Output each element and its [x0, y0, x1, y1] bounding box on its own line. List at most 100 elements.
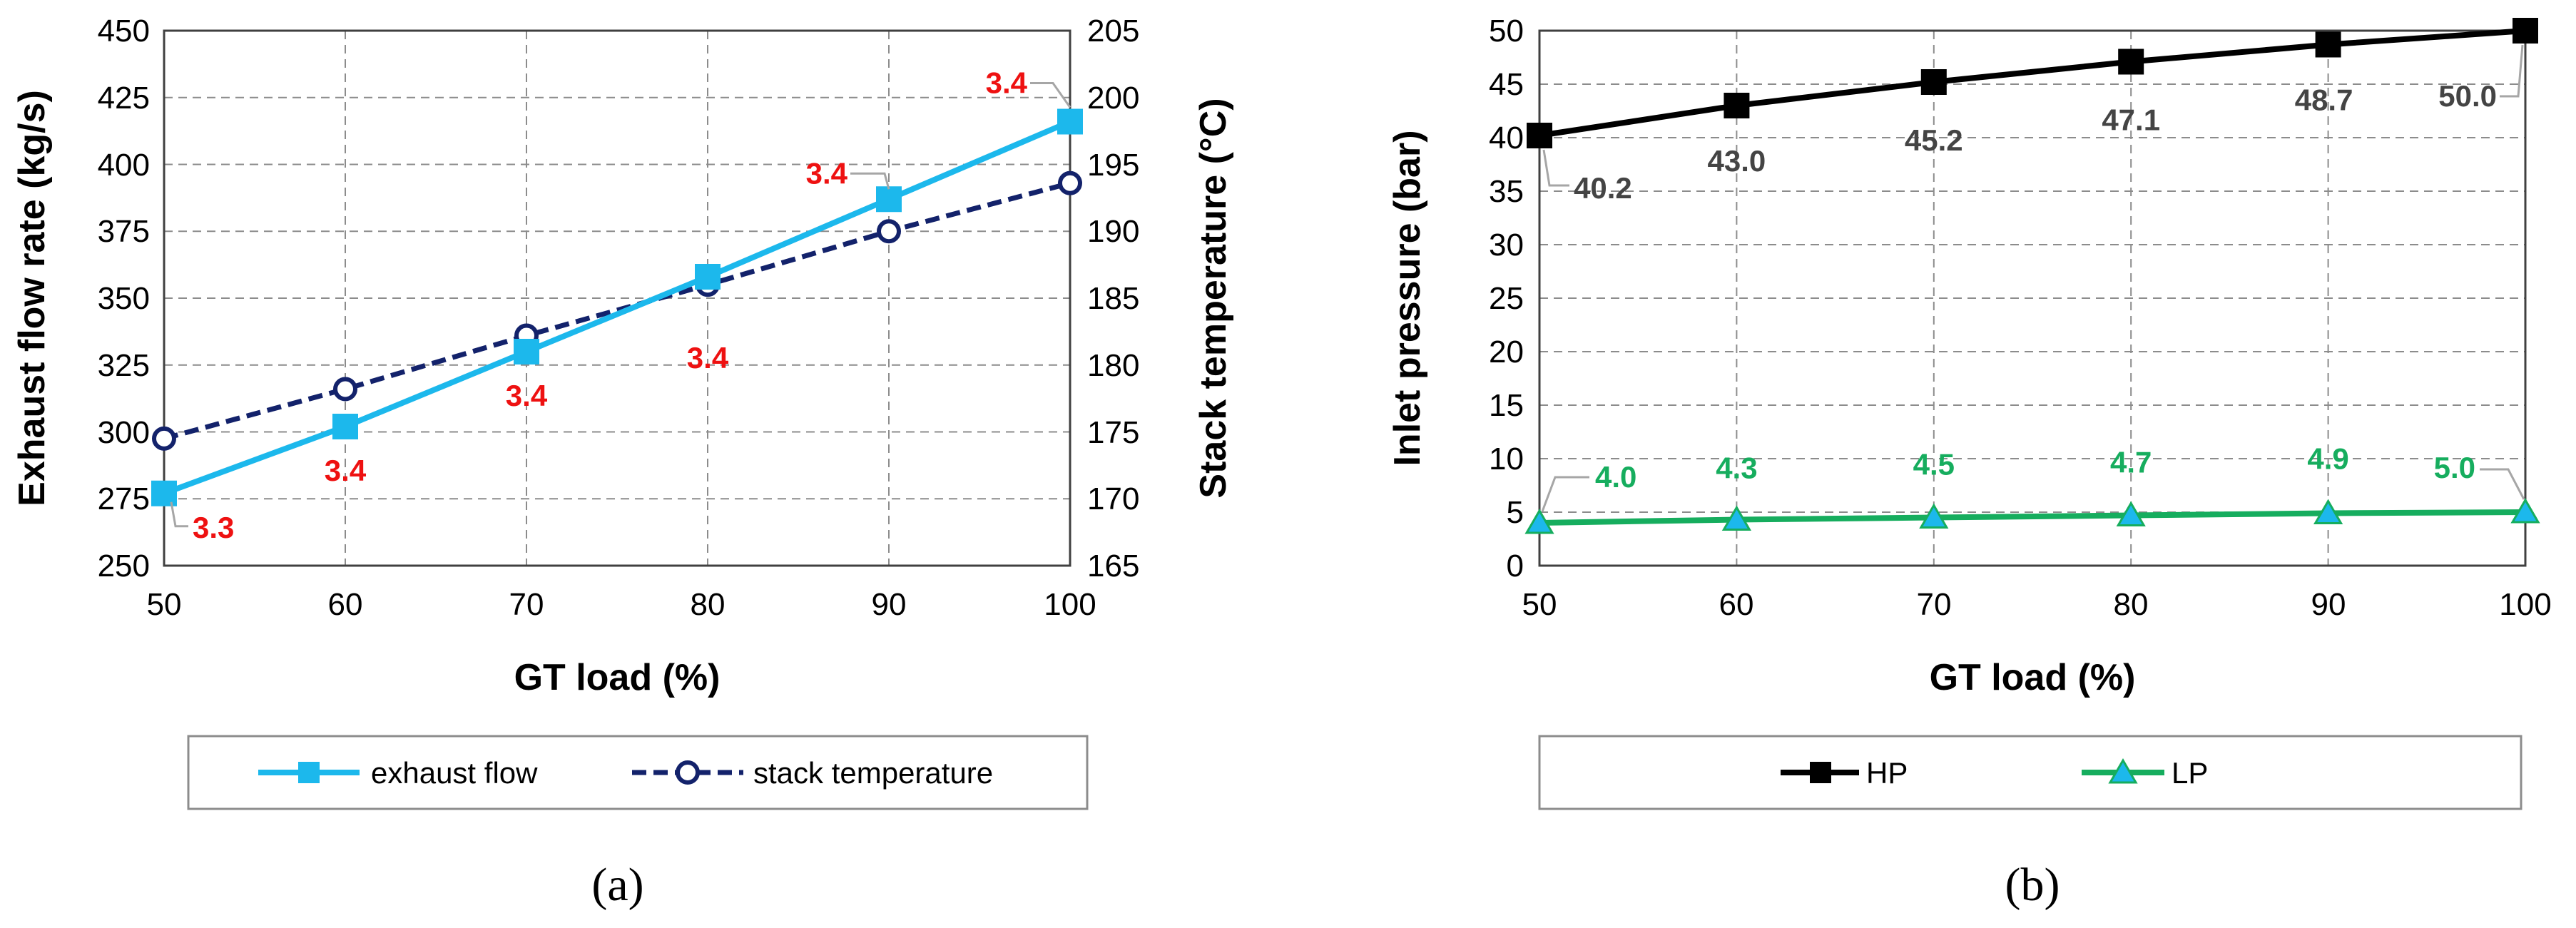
legend-marker-lp: [2108, 758, 2138, 784]
exhaust-flow-label-leader: [1030, 82, 1071, 108]
a-y-tick: 300: [98, 415, 150, 450]
lp-point: [1524, 509, 1554, 534]
hp-point: [2315, 31, 2341, 58]
lp-data-label: 4.7: [2110, 446, 2152, 479]
lp-data-label: 4.3: [1716, 452, 1757, 485]
a-y-tick: 450: [98, 14, 150, 49]
legend-label-hp: HP: [1866, 756, 1908, 790]
a-y-tick: 425: [98, 81, 150, 116]
legend-label-exhaust-flow: exhaust flow: [371, 756, 538, 790]
chart-b-y-ticks: 0 5 10 15 20 25 30 35 40 45 50: [1489, 14, 1524, 583]
hp-label-leader: [2500, 44, 2524, 98]
legend-item-hp: HP: [1781, 756, 1908, 790]
lp-label-leader: [2480, 468, 2525, 500]
hp-data-label: 47.1: [2102, 103, 2160, 137]
lp-point: [2116, 501, 2146, 526]
b-y-tick: 45: [1489, 67, 1524, 102]
exhaust-flow-data-label: 3.4: [806, 156, 848, 190]
chart-b: 50 60 70 80 90 100 0 5 10 15 20 25 30 35…: [1387, 14, 2552, 911]
lp-data-label: 4.9: [2307, 442, 2348, 476]
a-x-tick: 100: [1044, 587, 1096, 622]
lp-data-label: 4.0: [1595, 460, 1636, 494]
lp-data-label: 4.5: [1913, 448, 1955, 481]
legend-marker-exhaust-flow: [298, 762, 320, 783]
lp-data-label: 5.0: [2434, 451, 2475, 484]
exhaust-flow-label-leader: [850, 172, 890, 190]
hp-point: [2118, 49, 2144, 75]
lp-label-leader: [1541, 476, 1589, 512]
a-y2-tick: 205: [1087, 14, 1139, 49]
a-y2-tick: 200: [1087, 81, 1139, 116]
exhaust-flow-line: [163, 118, 1071, 496]
chart-b-legend-box: [1538, 735, 2522, 810]
a-y2-tick: 180: [1087, 348, 1139, 383]
a-y2-tick: 195: [1087, 148, 1139, 183]
lp-point: [2510, 498, 2540, 524]
chart-b-series: 40.2 43.0 45.2 47.1 48.7 50.0 4.0 4.3 4.5 4.7 4.9 5…: [1524, 18, 2540, 534]
b-y-tick: 15: [1489, 388, 1524, 423]
exhaust-flow-label-leader: [170, 501, 188, 528]
exhaust-flow-point: [514, 339, 539, 364]
a-y-tick: 325: [98, 348, 150, 383]
chart-a-y2-axis-title: Stack temperature (°C): [1193, 98, 1234, 498]
chart-a-x-axis-title: GT load (%): [514, 657, 721, 698]
stack-temperature-point: [877, 219, 901, 244]
exhaust-flow-point: [1057, 108, 1083, 135]
hp-data-label: 48.7: [2295, 83, 2353, 117]
chart-a-legend: exhaust flow stack temperature: [187, 735, 1089, 810]
chart-b-y-axis-title: Inlet pressure (bar): [1387, 130, 1428, 466]
lp-point: [1919, 503, 1949, 529]
b-y-tick: 35: [1489, 174, 1524, 209]
b-x-tick: 60: [1719, 587, 1754, 622]
chart-a-grid: [164, 31, 1070, 566]
chart-b-x-axis-title: GT load (%): [1930, 657, 2136, 698]
hp-data-label: 45.2: [1905, 123, 1963, 157]
hp-data-label: 43.0: [1708, 144, 1766, 178]
hp-data-label: 50.0: [2438, 79, 2497, 113]
b-y-tick: 40: [1489, 121, 1524, 155]
exhaust-flow-data-label: 3.4: [687, 341, 729, 374]
b-x-tick: 50: [1522, 587, 1557, 622]
a-x-tick: 90: [872, 587, 907, 622]
a-y-tick: 275: [98, 481, 150, 516]
lp-line: [1539, 509, 2526, 526]
a-y-tick: 375: [98, 214, 150, 249]
hp-point: [1527, 123, 1552, 148]
chart-a: 50 60 70 80 90 100 250 275 300 325 350 3…: [11, 14, 1234, 911]
stack-temperature-point: [152, 426, 176, 451]
b-y-tick: 10: [1489, 442, 1524, 476]
lp-point: [2313, 499, 2343, 524]
a-y2-tick: 165: [1087, 549, 1139, 583]
b-x-tick: 70: [1917, 587, 1952, 622]
b-y-tick: 50: [1489, 14, 1524, 49]
legend-label-lp: LP: [2172, 756, 2208, 790]
b-x-tick: 90: [2311, 587, 2346, 622]
b-y-tick: 30: [1489, 228, 1524, 262]
chart-a-y-axis-title: Exhaust flow rate (kg/s): [11, 90, 53, 506]
chart-b-x-ticks: 50 60 70 80 90 100: [1522, 587, 2552, 622]
a-y2-tick: 185: [1087, 281, 1139, 316]
hp-line: [1539, 28, 2526, 138]
panel-label-a: (a): [591, 859, 643, 911]
a-y2-tick: 170: [1087, 481, 1139, 516]
chart-b-grid: [1539, 31, 2525, 566]
stack-temperature-point: [1058, 170, 1082, 195]
hp-point: [1920, 69, 1947, 95]
b-y-tick: 5: [1507, 495, 1524, 530]
hp-label-leader: [1542, 149, 1569, 187]
legend-item-lp: LP: [2082, 756, 2208, 790]
a-x-tick: 80: [691, 587, 726, 622]
hp-point: [1724, 93, 1750, 118]
stack-temperature-line: [163, 180, 1071, 442]
b-x-tick: 80: [2114, 587, 2149, 622]
chart-a-x-ticks: 50 60 70 80 90 100: [147, 587, 1096, 622]
exhaust-flow-data-label: 3.4: [986, 66, 1028, 100]
exhaust-flow-point: [695, 264, 721, 290]
legend-marker-hp: [1810, 762, 1831, 783]
legend-marker-stack-temperature: [676, 760, 700, 785]
a-y2-tick: 190: [1087, 214, 1139, 249]
stack-temperature-point: [333, 377, 357, 402]
b-y-tick: 25: [1489, 281, 1524, 316]
b-y-tick: 0: [1507, 549, 1524, 583]
a-x-tick: 60: [328, 587, 363, 622]
